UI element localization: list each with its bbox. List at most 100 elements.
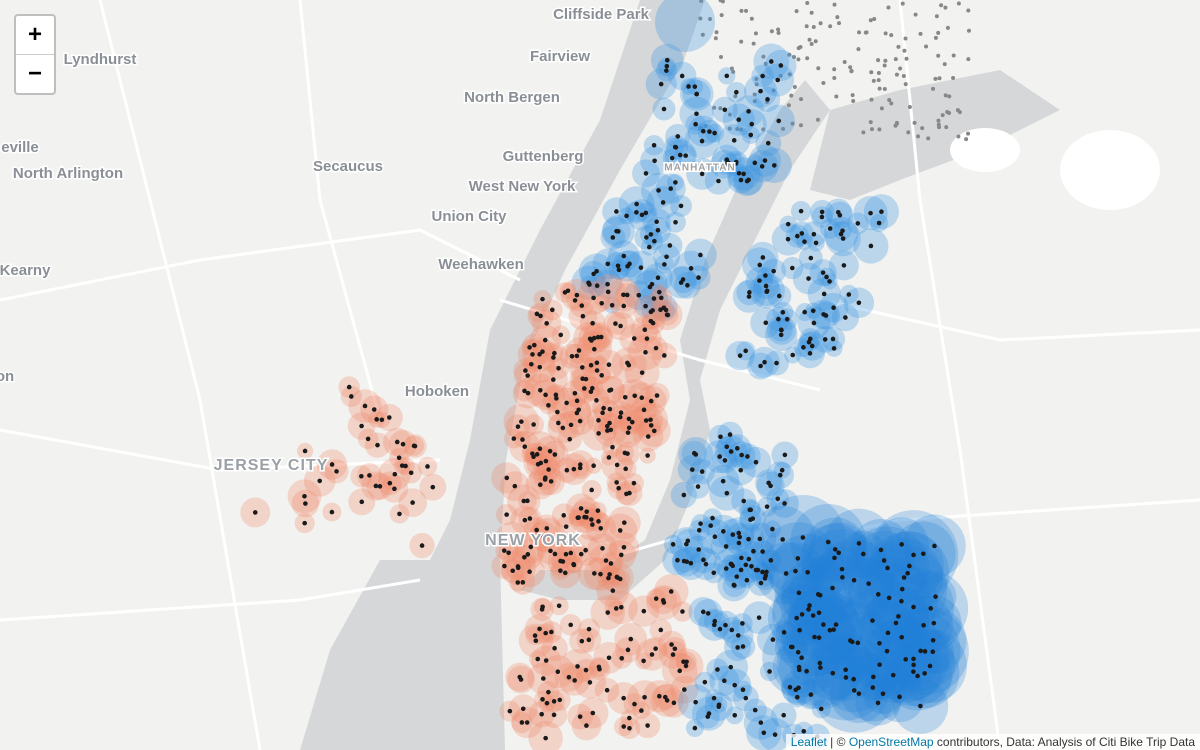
station-dot xyxy=(718,434,723,440)
station-dot xyxy=(579,303,585,308)
street-dot xyxy=(807,37,812,42)
station-dot xyxy=(818,706,824,712)
station-dot xyxy=(768,558,774,563)
station-dot xyxy=(651,428,657,434)
station-dot xyxy=(641,608,647,614)
place-label: Weehawken xyxy=(438,256,524,273)
station-dot xyxy=(544,526,550,531)
station-dot xyxy=(758,363,763,369)
station-dot xyxy=(658,307,663,313)
station-dot xyxy=(692,84,698,89)
station-dot xyxy=(506,550,511,556)
station-dot xyxy=(634,201,639,207)
street-dot xyxy=(937,125,942,130)
station-dot xyxy=(566,674,572,680)
station-dot xyxy=(843,675,849,680)
station-dot xyxy=(907,563,912,569)
street-dot xyxy=(945,110,950,115)
station-dot xyxy=(776,118,782,124)
station-dot xyxy=(572,678,577,683)
zoom-control: + − xyxy=(14,14,56,95)
street-dot xyxy=(698,125,703,130)
street-dot xyxy=(832,76,837,81)
station-dot xyxy=(696,547,702,552)
station-dot xyxy=(821,291,827,297)
station-dot xyxy=(819,209,825,215)
station-dot xyxy=(583,667,589,673)
station-dot xyxy=(645,434,651,439)
station-dot xyxy=(551,377,556,382)
station-dot xyxy=(387,480,393,486)
station-dot xyxy=(749,563,754,569)
station-dot xyxy=(648,318,654,324)
street-dot xyxy=(877,127,882,132)
station-dot xyxy=(515,580,521,585)
station-dot xyxy=(817,660,823,666)
station-dot xyxy=(855,640,861,646)
station-dot xyxy=(760,73,765,79)
street-dot xyxy=(813,39,818,44)
station-dot xyxy=(359,473,364,479)
station-dot xyxy=(794,615,799,621)
station-dot xyxy=(724,444,730,450)
station-dot xyxy=(557,697,563,703)
street-dot xyxy=(789,93,794,98)
station-dot xyxy=(886,595,892,601)
station-dot xyxy=(683,153,689,158)
station-dot xyxy=(543,392,548,398)
station-dot xyxy=(739,555,744,561)
station-dot xyxy=(556,365,561,371)
station-dot xyxy=(751,548,756,554)
station-dot xyxy=(748,517,753,523)
station-dot xyxy=(779,467,785,473)
station-dot xyxy=(918,703,923,709)
station-dot xyxy=(678,280,684,285)
zoom-out[interactable]: − xyxy=(27,60,42,87)
street-dot xyxy=(718,54,723,59)
station-dot xyxy=(643,210,649,216)
station-dot xyxy=(656,188,661,193)
osm-link[interactable]: OpenStreetMap xyxy=(848,735,934,749)
station-dot xyxy=(561,513,567,518)
station-dot xyxy=(625,451,630,456)
station-dot xyxy=(708,523,714,528)
station-dot xyxy=(776,316,781,322)
station-dot xyxy=(827,279,832,284)
street-dot xyxy=(944,125,949,130)
station-dot xyxy=(765,97,770,102)
station-dot xyxy=(851,676,856,682)
station-dot xyxy=(896,614,901,619)
station-dot xyxy=(657,693,662,699)
station-dot xyxy=(584,515,589,520)
zoom-in[interactable]: + xyxy=(16,16,54,55)
street-dot xyxy=(902,48,907,53)
station-dot xyxy=(729,627,735,633)
station-dot xyxy=(723,544,729,549)
attribution-text: contributors, Data: Analysis of Citi Bik… xyxy=(936,735,1195,749)
station-dot xyxy=(696,527,702,533)
station-dot xyxy=(580,313,586,319)
place-label: MANHATTAN xyxy=(664,163,735,174)
station-dot xyxy=(639,212,645,218)
leaflet-link[interactable]: Leaflet xyxy=(790,735,827,749)
station-halo xyxy=(655,0,715,52)
station-dot xyxy=(645,453,650,458)
station-dot xyxy=(870,685,876,690)
station-dot xyxy=(868,210,873,216)
station-dot xyxy=(764,504,770,509)
station-dot xyxy=(818,665,823,670)
station-dot xyxy=(552,350,557,356)
station-dot xyxy=(735,645,740,650)
station-dot xyxy=(643,418,649,423)
street-dot xyxy=(898,66,903,71)
station-dot xyxy=(724,490,730,496)
street-dot xyxy=(939,3,944,8)
station-dot xyxy=(527,569,532,574)
station-dot xyxy=(784,316,790,322)
station-dot xyxy=(816,635,822,640)
station-dot xyxy=(574,398,580,404)
station-dot xyxy=(717,626,723,632)
street-dot xyxy=(799,97,804,102)
station-dot xyxy=(856,300,862,306)
station-dot xyxy=(675,134,681,139)
